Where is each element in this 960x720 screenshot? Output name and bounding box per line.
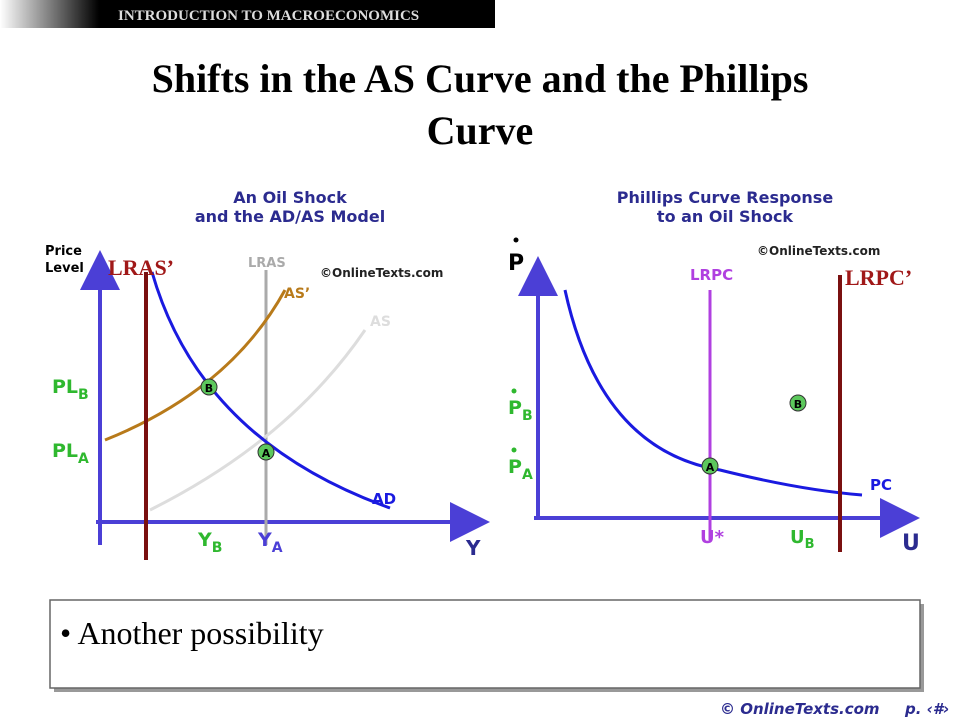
curve-label: AD xyxy=(372,490,396,508)
u-star-label: U* xyxy=(700,527,725,548)
point xyxy=(200,378,218,396)
shift-label: LRPC’ xyxy=(845,265,912,290)
axis-label: Price xyxy=(45,244,82,259)
output-label: YA xyxy=(257,529,283,556)
watermark: ©OnlineTexts.com xyxy=(320,266,443,280)
as-shifted-curve xyxy=(104,289,287,442)
inflation-label: PB xyxy=(508,397,533,424)
point xyxy=(701,457,719,475)
title: Shifts in the AS Curve and the Phillips C… xyxy=(152,56,809,153)
as-curve xyxy=(149,329,367,512)
diagram-title: and the AD/AS Model xyxy=(195,207,385,226)
diagram-title: An Oil Shock xyxy=(233,188,347,207)
curve-label: AS xyxy=(370,314,391,330)
left-diagram: An Oil Shock and the AD/AS Model Price L… xyxy=(45,188,490,560)
footer-page: p. ‹#› xyxy=(904,700,949,718)
shift-label: LRAS’ xyxy=(108,255,174,280)
axis-label: Level xyxy=(45,261,84,276)
footer-copyright: © OnlineTexts.com xyxy=(720,700,880,718)
dot xyxy=(511,447,517,453)
axis-label: P xyxy=(508,251,524,276)
bullet-box xyxy=(49,599,921,689)
price-level-label: PLB xyxy=(52,376,89,403)
inflation-label: PA xyxy=(508,456,533,483)
banner: INTRODUCTION TO MACROECONOMICS xyxy=(118,8,419,24)
axis-label: U xyxy=(902,531,920,556)
point xyxy=(257,443,275,461)
price-level-label: PLA xyxy=(52,440,89,467)
diagram-title: to an Oil Shock xyxy=(657,207,794,226)
curve-label: PC xyxy=(870,476,892,494)
point-label: B xyxy=(205,382,213,395)
point-label: A xyxy=(262,447,271,460)
right-diagram: Phillips Curve Response to an Oil Shock … xyxy=(508,188,920,556)
curve-label: LRAS xyxy=(248,256,286,271)
ad-curve xyxy=(150,271,391,510)
point xyxy=(789,394,807,412)
diagram-title: Phillips Curve Response xyxy=(617,188,834,207)
unemployment-label: UB xyxy=(790,527,815,552)
point-label: B xyxy=(794,398,802,411)
axis-label: Y xyxy=(465,536,481,560)
watermark: ©OnlineTexts.com xyxy=(757,244,880,258)
output-label: YB xyxy=(197,529,222,556)
point-label: A xyxy=(706,461,715,474)
curve-label: AS’ xyxy=(284,286,310,302)
dot xyxy=(513,237,519,243)
banner-bar xyxy=(0,0,495,28)
bullet: • Another possibility xyxy=(60,615,324,651)
curve-label: LRPC xyxy=(690,266,733,284)
dot xyxy=(511,388,517,394)
